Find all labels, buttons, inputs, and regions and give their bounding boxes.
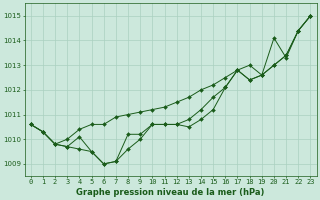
X-axis label: Graphe pression niveau de la mer (hPa): Graphe pression niveau de la mer (hPa) [76,188,265,197]
